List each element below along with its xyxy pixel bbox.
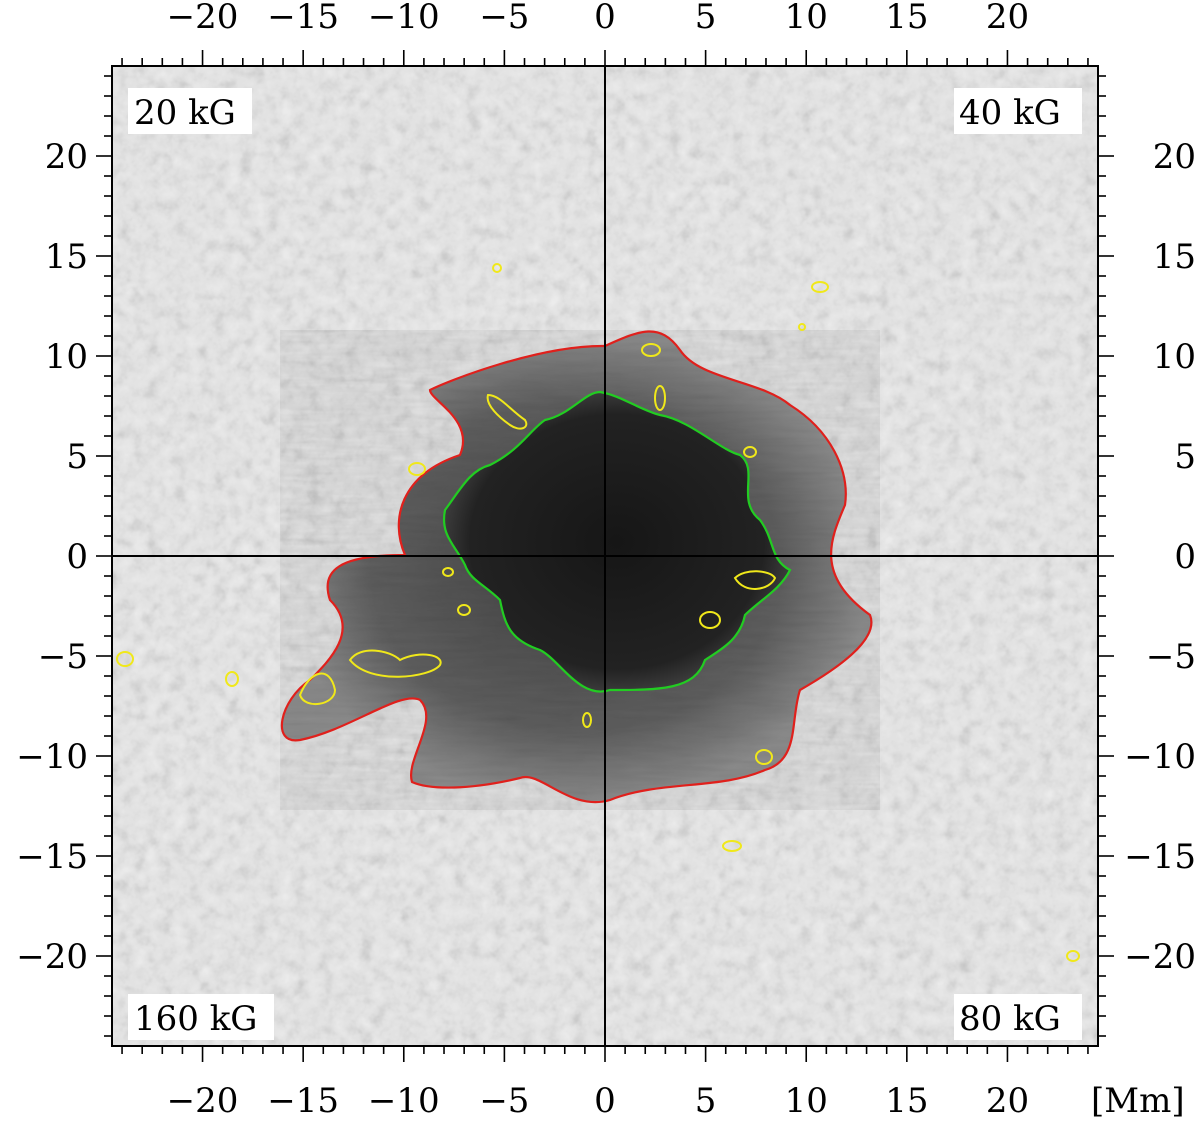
outer-contour xyxy=(280,330,873,804)
x-tick-label-top: −20 xyxy=(167,0,239,37)
y-tick-label-right: −10 xyxy=(1124,737,1196,777)
contours xyxy=(116,263,1080,962)
y-tick-label-right: −15 xyxy=(1124,837,1196,877)
x-tick-label-bottom: 5 xyxy=(695,1081,717,1121)
y-tick-label-left: 5 xyxy=(66,437,88,477)
umbra xyxy=(444,392,790,692)
axis-tick-labels: −20 −20 −20 −20 −15 −15 −15 −15 −10 −10 −10 −10 −5 −5… xyxy=(16,0,1196,1121)
label-20kg: 20 kG xyxy=(134,93,236,133)
y-tick-label-left: 20 xyxy=(45,137,88,177)
x-tick-label-top: −5 xyxy=(479,0,529,37)
crosshair xyxy=(112,66,1098,1046)
x-tick-label-top: −15 xyxy=(267,0,339,37)
label-box xyxy=(954,88,1082,134)
label-box xyxy=(128,994,274,1040)
x-tick-label-bottom: −20 xyxy=(167,1081,239,1121)
y-tick-label-right: −20 xyxy=(1124,937,1196,977)
x-tick-label-top: 20 xyxy=(986,0,1029,37)
x-tick-label-bottom: 15 xyxy=(885,1081,928,1121)
corner-labels: 20 kG 40 kG 160 kG 80 kG xyxy=(128,88,1082,1040)
y-tick-label-right: 20 xyxy=(1153,137,1196,177)
x-tick-label-top: 0 xyxy=(594,0,616,37)
y-tick-label-left: −5 xyxy=(38,637,88,677)
y-tick-label-right: −5 xyxy=(1146,637,1196,677)
x-tick-label-bottom: 20 xyxy=(986,1081,1029,1121)
y-tick-label-right: 5 xyxy=(1174,437,1196,477)
label-40kg: 40 kG xyxy=(959,93,1061,133)
label-box xyxy=(954,994,1082,1040)
label-80kg: 80 kG xyxy=(959,999,1061,1039)
y-tick-label-left: 0 xyxy=(66,537,88,577)
y-tick-label-left: 15 xyxy=(45,237,88,277)
x-tick-label-bottom: 10 xyxy=(785,1081,828,1121)
axis-ticks xyxy=(96,50,1114,1062)
label-160kg: 160 kG xyxy=(134,999,257,1039)
umbra-contour xyxy=(442,390,792,693)
x-tick-label-top: 10 xyxy=(785,0,828,37)
x-tick-label-top: 5 xyxy=(695,0,717,37)
y-tick-label-right: 15 xyxy=(1153,237,1196,277)
bright-spot-contours xyxy=(116,263,1080,962)
x-tick-label-bottom: −15 xyxy=(267,1081,339,1121)
y-tick-label-left: 10 xyxy=(45,337,88,377)
y-tick-label-right: 10 xyxy=(1153,337,1196,377)
x-tick-label-bottom: −10 xyxy=(368,1081,440,1121)
x-tick-label-bottom: −5 xyxy=(479,1081,529,1121)
y-tick-label-right: 0 xyxy=(1174,537,1196,577)
x-tick-label-bottom: 0 xyxy=(594,1081,616,1121)
y-tick-label-left: −15 xyxy=(16,837,88,877)
label-box xyxy=(128,88,252,134)
axis-unit-label: [Mm] xyxy=(1091,1081,1185,1121)
y-tick-label-left: −10 xyxy=(16,737,88,777)
x-tick-label-top: −10 xyxy=(368,0,440,37)
x-tick-label-top: 15 xyxy=(885,0,928,37)
y-tick-label-left: −20 xyxy=(16,937,88,977)
